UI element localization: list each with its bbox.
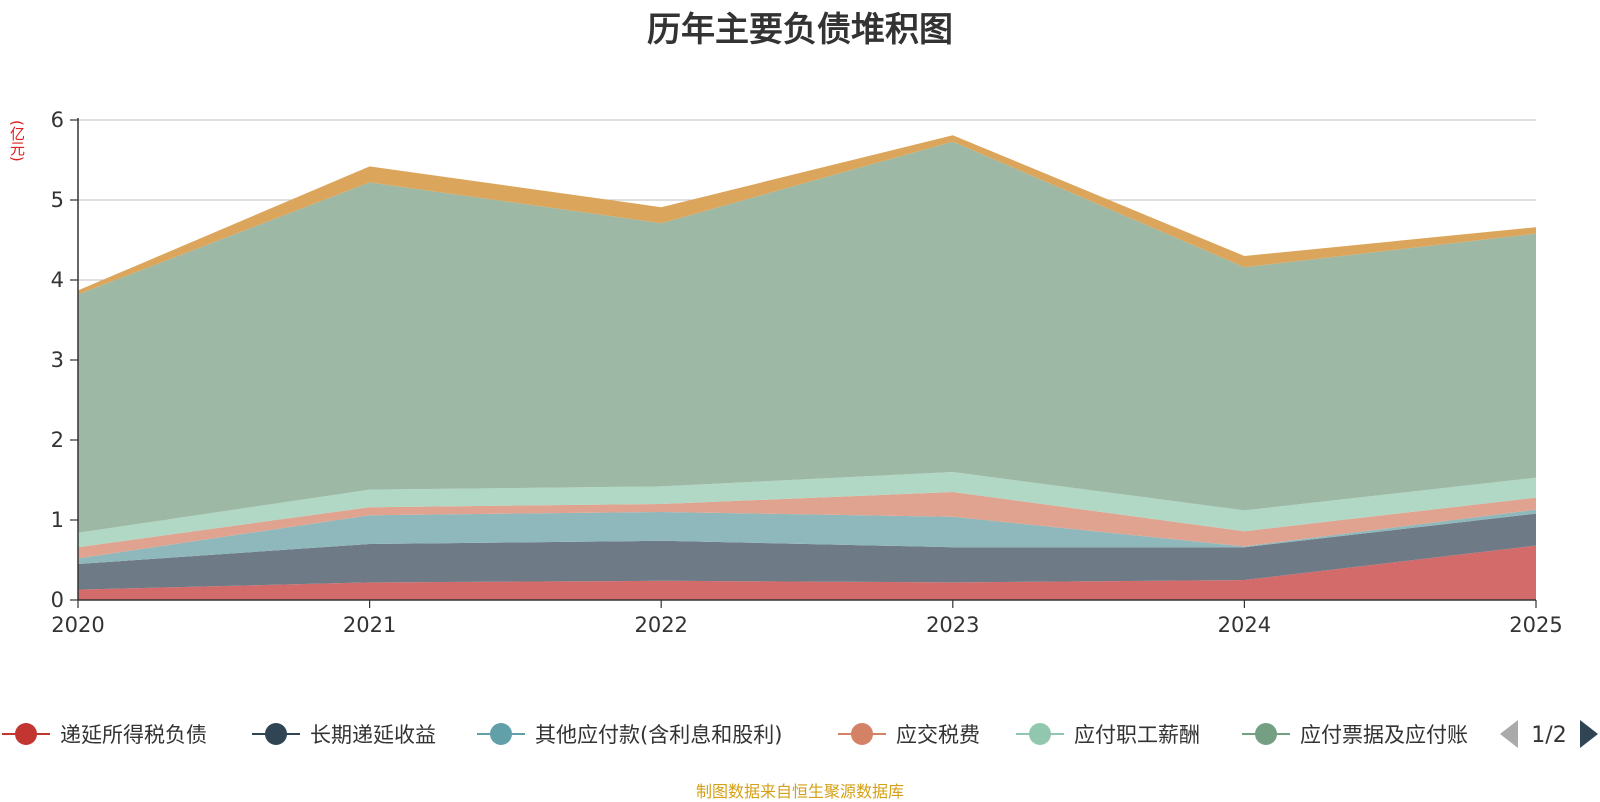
x-tick-label: 2023 <box>926 613 979 637</box>
legend-page-indicator: 1/2 <box>1531 723 1566 748</box>
legend-label: 应付职工薪酬 <box>1074 723 1200 747</box>
x-tick-label: 2021 <box>343 613 396 637</box>
legend-marker <box>15 723 37 745</box>
axes: 0 1 2 3 4 5 6 2020 2021 2022 2023 2024 2025 <box>51 108 1563 637</box>
y-tick-label: 3 <box>51 348 64 372</box>
area-series-1[interactable] <box>78 513 1536 590</box>
legend-item[interactable]: 递延所得税负债 <box>2 723 207 747</box>
legend-label: 应交税费 <box>896 723 980 747</box>
legend-label: 长期递延收益 <box>310 723 436 747</box>
legend-item[interactable]: 长期递延收益 <box>252 723 436 747</box>
legend-item[interactable]: 应付票据及应付账 <box>1242 723 1468 747</box>
y-tick-label: 0 <box>51 588 64 612</box>
chart-title: 历年主要负债堆积图 <box>647 10 953 50</box>
source-note: 制图数据来自恒生聚源数据库 <box>695 782 904 801</box>
legend-label: 递延所得税负债 <box>60 723 207 747</box>
legend-marker <box>1255 723 1277 745</box>
y-axis-unit-label: (亿元) <box>8 120 26 162</box>
area-series-layer <box>78 135 1536 600</box>
legend-label: 应付票据及应付账 <box>1300 723 1468 747</box>
legend-label: 其他应付款(含利息和股利) <box>535 723 782 747</box>
legend-item[interactable]: 应付职工薪酬 <box>1016 723 1200 747</box>
area-series-3[interactable] <box>78 492 1536 559</box>
legend-marker <box>851 723 873 745</box>
x-tick-label: 2020 <box>51 613 104 637</box>
legend-marker <box>265 723 287 745</box>
legend-item[interactable]: 其他应付款(含利息和股利) <box>477 723 782 747</box>
legend-prev-icon[interactable] <box>1500 720 1518 748</box>
legend-marker <box>490 723 512 745</box>
x-tick-label: 2025 <box>1509 613 1562 637</box>
legend-next-icon[interactable] <box>1580 720 1598 748</box>
legend-item[interactable]: 应交税费 <box>838 723 980 747</box>
area-series-5[interactable] <box>78 141 1536 533</box>
legend-marker <box>1029 723 1051 745</box>
x-tick-label: 2022 <box>634 613 687 637</box>
area-series-4[interactable] <box>78 472 1536 548</box>
area-series-0[interactable] <box>78 545 1536 600</box>
area-series-2[interactable] <box>78 509 1536 564</box>
y-tick-label: 6 <box>51 108 64 132</box>
y-tick-label: 1 <box>51 508 64 532</box>
y-tick-label: 4 <box>51 268 64 292</box>
x-tick-label: 2024 <box>1218 613 1271 637</box>
y-tick-label: 2 <box>51 428 64 452</box>
y-tick-label: 5 <box>51 188 64 212</box>
legend[interactable]: 递延所得税负债 长期递延收益 其他应付款(含利息和股利) 应交税费 应付职工薪酬 应付票据… <box>2 720 1598 748</box>
